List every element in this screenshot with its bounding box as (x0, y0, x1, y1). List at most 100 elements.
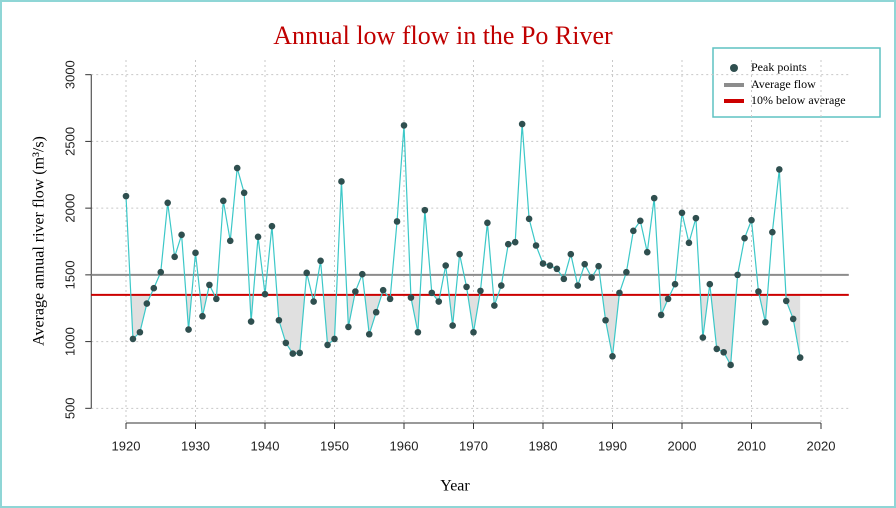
peak-point (414, 328, 422, 336)
x-axis-label: Year (440, 478, 470, 495)
peak-point (477, 287, 484, 295)
peak-point (650, 194, 658, 202)
peak-point (331, 335, 338, 343)
peak-point (609, 352, 616, 360)
peak-point (553, 265, 561, 273)
y-tick-label: 3000 (63, 60, 78, 89)
peak-point (372, 308, 380, 316)
peak-point (595, 262, 602, 270)
deficit-shade (186, 294, 192, 330)
peak-point (324, 341, 331, 349)
legend-label: 10% below average (751, 93, 846, 107)
peak-point (178, 231, 185, 239)
peak-point (199, 312, 206, 320)
peak-point (762, 318, 769, 326)
x-tick-label: 1950 (320, 438, 349, 453)
flow-line (125, 124, 801, 368)
peak-point (275, 316, 283, 324)
peak-point (706, 280, 714, 288)
peak-point (449, 322, 456, 329)
peak-point (192, 249, 199, 257)
peak-point (755, 288, 762, 295)
y-tick-label: 1500 (63, 260, 78, 289)
x-tick-label: 1960 (390, 438, 419, 453)
peak-point (643, 248, 651, 256)
peak-point (574, 282, 582, 289)
peak-point (713, 345, 721, 353)
peak-point (254, 233, 262, 241)
y-tick-label: 1000 (63, 327, 78, 356)
peak-point (782, 297, 790, 305)
peak-point (796, 354, 804, 361)
peak-point (581, 260, 588, 268)
peak-point (143, 300, 151, 307)
peak-point (525, 215, 533, 223)
peak-point (748, 216, 755, 224)
peak-point (247, 318, 255, 325)
peak-point (539, 260, 547, 267)
peak-point (164, 199, 171, 207)
peak-point (365, 330, 373, 338)
peak-point (511, 238, 519, 246)
peak-point (484, 219, 491, 227)
peak-point (699, 334, 707, 341)
x-tick-label: 1980 (529, 438, 558, 453)
peak-point (532, 242, 540, 249)
peak-point (664, 295, 672, 303)
peak-point (518, 120, 526, 128)
peak-point (282, 339, 290, 347)
peak-point (400, 122, 408, 129)
peak-point (678, 209, 686, 217)
legend: Peak points Average flow 10% below average (712, 47, 881, 118)
peak-point (769, 228, 776, 236)
peak-point (588, 274, 595, 281)
peak-point (470, 328, 477, 336)
peak-point (567, 250, 575, 258)
peak-point (268, 222, 276, 230)
peak-point (136, 328, 144, 336)
deficit-shade (364, 294, 382, 335)
peak-point (789, 315, 797, 323)
peak-point (491, 302, 498, 309)
peak-point (776, 166, 783, 173)
peak-point (637, 217, 644, 225)
peak-point (657, 311, 665, 319)
y-tick-label: 2000 (63, 194, 78, 223)
peak-point (421, 206, 429, 214)
x-tick-label: 2010 (737, 438, 766, 453)
legend-label: Average flow (751, 77, 816, 91)
peak-point (504, 240, 512, 248)
peak-point (393, 218, 401, 225)
peak-point (560, 275, 568, 283)
peak-point (602, 316, 609, 324)
x-tick-label: 1990 (598, 438, 627, 453)
peak-point (206, 281, 213, 289)
y-tick-label: 2500 (63, 127, 78, 156)
peak-point (407, 294, 415, 301)
peak-point (317, 257, 324, 265)
peak-point (442, 262, 450, 269)
peak-point (150, 284, 158, 292)
x-tick-label: 1930 (181, 438, 210, 453)
deficit-shade (410, 294, 421, 333)
peak-point (379, 286, 387, 294)
peak-point (289, 350, 297, 357)
peak-point (428, 289, 436, 297)
y-tick-label: 500 (63, 397, 78, 419)
peak-point (261, 290, 269, 298)
peak-point (359, 270, 366, 278)
peak-point (171, 253, 178, 261)
peak-point (630, 227, 637, 235)
deficit-shade (785, 294, 801, 358)
peak-point (122, 192, 130, 200)
deficit-shade (449, 294, 456, 326)
peak-point (435, 298, 443, 305)
peak-point (546, 262, 554, 269)
x-tick-label: 1970 (459, 438, 488, 453)
deficit-shade (467, 294, 480, 333)
peak-point (240, 189, 248, 197)
peak-point (685, 239, 693, 247)
y-axis-label: Average annual river flow (m³/s) (31, 136, 48, 346)
